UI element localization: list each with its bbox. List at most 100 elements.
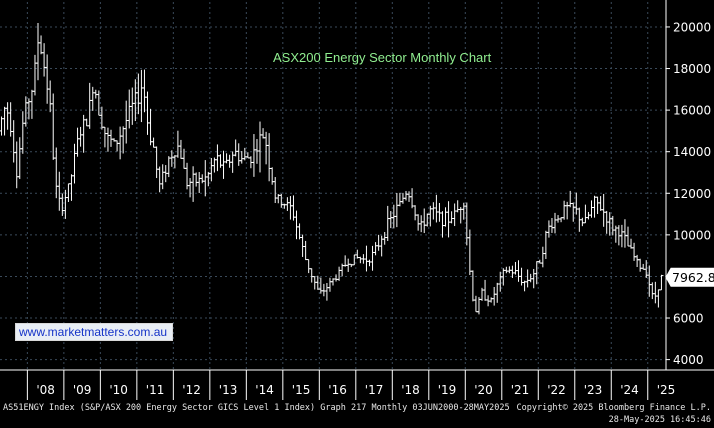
ohlc-bar — [0, 116, 4, 136]
y-tick-label: 6000 — [673, 312, 704, 326]
ohlc-bar — [273, 177, 278, 204]
ohlc-bar — [69, 174, 74, 201]
ohlc-bar — [148, 108, 153, 146]
ohlc-bar — [78, 126, 83, 147]
ohlc-bar — [258, 121, 263, 173]
ohlc-bar — [20, 111, 25, 154]
ohlc-bar — [467, 229, 472, 275]
ohlc-bar — [63, 189, 68, 219]
ohlc-bar — [124, 100, 129, 144]
ohlc-bar — [455, 200, 460, 213]
ohlc-bar — [175, 130, 180, 158]
x-tick-label: '09 — [73, 383, 92, 397]
ohlc-bar — [650, 282, 655, 300]
x-tick-label: '14 — [255, 383, 274, 397]
ohlc-bar — [324, 282, 329, 301]
x-tick-label: '10 — [109, 383, 128, 397]
ohlc-bar — [57, 171, 62, 211]
ohlc-bar — [410, 188, 415, 209]
ohlc-bar — [197, 171, 202, 193]
chart-title: ASX200 Energy Sector Monthly Chart — [273, 50, 492, 65]
y-tick-label: 16000 — [673, 104, 711, 118]
ohlc-bar — [489, 297, 494, 303]
watermark-link[interactable]: www.marketmatters.com.au — [15, 323, 173, 341]
ohlc-bar — [29, 89, 34, 119]
ohlc-bar — [191, 166, 196, 202]
ohlc-bar — [641, 263, 646, 270]
ohlc-bar — [437, 202, 442, 222]
ohlc-bar — [367, 259, 372, 267]
ohlc-bar — [321, 283, 326, 297]
x-tick-label: '20 — [474, 383, 493, 397]
ohlc-bar — [306, 259, 311, 274]
ohlc-bar — [188, 178, 193, 198]
ohlc-bar — [549, 217, 554, 233]
grid-lines — [0, 2, 666, 370]
ohlc-bar — [109, 129, 113, 147]
ohlc-bar — [416, 214, 421, 231]
ohlc-bar — [145, 91, 150, 135]
x-tick-label: '12 — [182, 383, 201, 397]
ohlc-bar — [230, 151, 235, 173]
ohlc-bar — [358, 256, 363, 264]
ohlc-bar — [452, 203, 457, 227]
x-tick-label: '19 — [438, 383, 457, 397]
ohlc-bar — [32, 54, 37, 96]
ohlc-bar — [203, 160, 208, 197]
ohlc-bar — [483, 279, 488, 301]
ohlc-bar — [394, 192, 399, 228]
x-tick-label: '08 — [36, 383, 55, 397]
ohlc-bar — [142, 69, 147, 113]
y-tick-label: 20000 — [673, 20, 711, 34]
footer-timestamp: 28-May-2025 16:45:46 — [608, 415, 711, 425]
ohlc-bar — [625, 226, 630, 247]
ohlc-bar — [5, 102, 10, 130]
ohlc-bar — [48, 80, 53, 113]
ohlc-bar — [36, 22, 41, 81]
ohlc-bar — [75, 127, 80, 157]
ohlc-bar — [233, 139, 238, 157]
ohlc-bar — [139, 69, 144, 123]
y-tick-label: 10000 — [673, 228, 711, 242]
ohlc-bar — [127, 89, 132, 129]
x-tick-label: '15 — [292, 383, 311, 397]
ohlc-bar — [66, 183, 71, 202]
x-tick-label: '13 — [219, 383, 238, 397]
x-tick-label: '21 — [511, 383, 530, 397]
x-tick-label: '25 — [657, 383, 676, 397]
ohlc-bar — [218, 154, 223, 168]
ohlc-bar — [81, 114, 86, 153]
ohlc-bar — [470, 270, 475, 302]
last-value-text: 7962.8 — [672, 270, 714, 285]
ohlc-bar — [178, 139, 183, 159]
ohlc-bar — [419, 215, 424, 233]
ohlc-bar — [595, 196, 600, 215]
ohlc-bar — [160, 164, 165, 190]
ohlc-bar — [656, 289, 661, 308]
ohlc-bar — [443, 207, 448, 227]
ohlc-bar — [267, 133, 272, 182]
ohlc-bar — [413, 205, 418, 221]
ohlc-bar — [449, 211, 454, 224]
ohlc-bar — [434, 194, 439, 223]
ohlc-bar — [166, 156, 171, 178]
ohlc-bar — [586, 211, 591, 220]
ohlc-bar — [601, 193, 606, 227]
last-value-marker — [665, 267, 714, 287]
ohlc-bar — [638, 258, 643, 272]
ohlc-bar — [473, 295, 478, 313]
ohlc-bar — [133, 79, 138, 122]
ohlc-bar — [312, 276, 317, 290]
ohlc-bar — [580, 217, 585, 227]
footer-index-description: AS51ENGY Index (S&P/ASX 200 Energy Secto… — [3, 403, 510, 413]
ohlc-bar — [370, 245, 375, 271]
ohlc-bar — [14, 141, 19, 189]
ohlc-bar — [172, 155, 177, 169]
ohlc-bar — [516, 260, 521, 282]
ohlc-bar — [154, 146, 159, 179]
x-tick-label: '18 — [401, 383, 420, 397]
x-axis: '08 '09 '10 '11 '12 '13 '14 '15 '16 '17 '18 '19 '20 '… — [0, 369, 714, 400]
ohlc-bar — [632, 242, 637, 261]
ohlc-bar — [102, 126, 107, 148]
ohlc-bar — [513, 261, 518, 275]
